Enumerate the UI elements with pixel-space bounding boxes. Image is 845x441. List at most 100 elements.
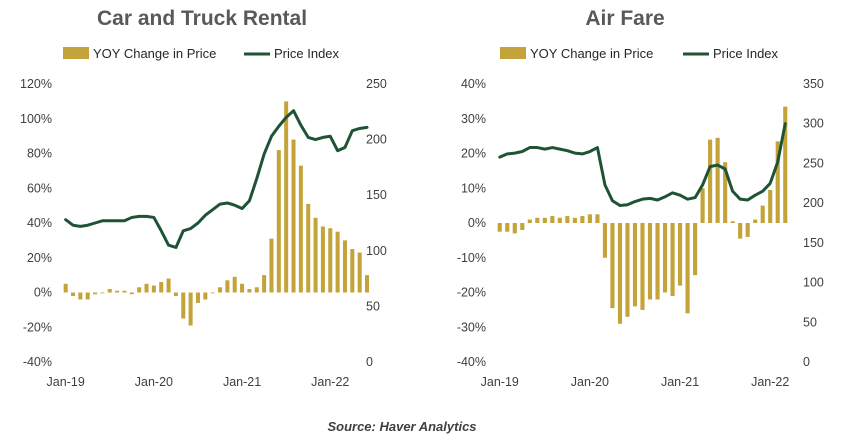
legend-bar-label: YOY Change in Price (530, 46, 653, 61)
bar-yoy-change (357, 252, 362, 293)
x-tick-label: Jan-21 (223, 375, 261, 389)
chart-car-truck-rental: Car and Truck Rental YOY Change in Price… (20, 7, 387, 389)
bar-yoy-change (262, 275, 267, 293)
bar-yoy-change (512, 223, 517, 234)
chart-title: Car and Truck Rental (97, 7, 307, 30)
bar-yoy-change (306, 203, 311, 293)
bar-yoy-change (328, 228, 333, 293)
x-tick-label: Jan-19 (481, 375, 519, 389)
bar-yoy-change (632, 223, 638, 307)
y-left-tick-label: -10% (457, 251, 486, 265)
y-left-tick-label: 60% (27, 181, 52, 195)
bar-yoy-change (291, 139, 296, 293)
y-left-tick-label: 40% (27, 216, 52, 230)
bar-yoy-change (298, 165, 303, 293)
bar-yoy-change (685, 223, 690, 314)
bar-yoy-change (71, 292, 76, 296)
y-left-tick-label: 10% (461, 181, 486, 195)
y-right-tick-label: 250 (366, 77, 387, 91)
bar-yoy-change (159, 282, 164, 293)
bar-yoy-change (662, 223, 668, 293)
y-left-tick-label: 120% (20, 77, 52, 91)
x-tick-label: Jan-22 (751, 375, 789, 389)
bar-yoy-change (587, 214, 592, 223)
bar-yoy-change (320, 226, 325, 293)
bar-yoy-change (595, 214, 600, 223)
bar-yoy-change (269, 238, 274, 293)
bar-yoy-change (254, 287, 259, 293)
plot-area: -40% -30% -20% -10% 0% 10% 20% 30% 40% 0 50 100 150 2… (457, 77, 824, 389)
y-left-tick-label: 100% (20, 112, 52, 126)
bar-yoy-change (365, 275, 370, 293)
bar-yoy-change (203, 292, 208, 300)
y-right-tick-label: 250 (803, 156, 824, 170)
y-right-tick-label: 200 (803, 196, 824, 210)
bar-yoy-change (247, 289, 252, 293)
bar-yoy-change (723, 162, 728, 223)
bar-yoy-change (783, 106, 788, 223)
y-right-tick-label: 50 (803, 315, 817, 329)
bar-yoy-change (550, 216, 555, 223)
bar-yoy-change (195, 292, 200, 303)
bar-yoy-change (284, 101, 289, 293)
bar-yoy-change (745, 223, 750, 237)
bar-yoy-change (753, 219, 758, 223)
y-right-tick-label: 0 (803, 355, 810, 369)
bar-yoy-change (276, 150, 281, 293)
bar-yoy-change (640, 223, 645, 310)
bar-yoy-change (173, 292, 178, 296)
y-left-tick-label: 0% (34, 286, 52, 300)
bar-yoy-change (572, 217, 577, 223)
y-right-tick-label: 100 (803, 276, 824, 290)
legend-line-label: Price Index (274, 46, 340, 61)
bar-yoy-change (107, 289, 112, 293)
x-tick-label: Jan-20 (571, 375, 609, 389)
bar-yoy-change (137, 287, 142, 293)
y-left-tick-label: 80% (27, 147, 52, 161)
bar-yoy-change (625, 223, 630, 317)
bar-yoy-change (350, 249, 355, 293)
bar-yoy-change (610, 223, 615, 309)
bar-yoy-change (85, 292, 90, 300)
bar-yoy-change (181, 292, 186, 319)
bar-yoy-change (655, 223, 660, 300)
y-right-tick-label: 200 (366, 133, 387, 147)
y-right-tick-label: 50 (366, 299, 380, 313)
bar-yoy-change (738, 223, 743, 239)
bar-yoy-change (240, 283, 245, 293)
bar-yoy-change (210, 292, 215, 294)
y-right-tick-label: 150 (803, 236, 824, 250)
bar-yoy-change (775, 141, 780, 223)
bar-yoy-change (760, 205, 765, 224)
y-left-tick-label: -40% (23, 355, 52, 369)
y-right-tick-label: 350 (803, 77, 824, 91)
bar-yoy-change (693, 223, 698, 276)
bar-yoy-change (218, 287, 223, 293)
bar-yoy-change (768, 189, 773, 223)
bar-yoy-change (730, 221, 735, 223)
legend-bar-label: YOY Change in Price (93, 46, 216, 61)
bar-yoy-change (542, 217, 547, 223)
y-left-tick-label: -20% (23, 320, 52, 334)
legend-bar-swatch (63, 47, 89, 59)
bar-yoy-change (678, 223, 683, 286)
bar-yoy-change (617, 223, 623, 324)
y-right-tick-label: 300 (803, 117, 824, 131)
bar-yoy-change (670, 223, 675, 296)
bar-yoy-change (100, 292, 105, 294)
y-left-tick-label: -40% (457, 355, 486, 369)
source-note: Source: Haver Analytics (327, 419, 476, 434)
y-left-tick-label: -20% (457, 286, 486, 300)
bar-yoy-change (715, 137, 720, 223)
y-right-tick-label: 0 (366, 355, 373, 369)
bar-yoy-change (129, 292, 134, 295)
bar-yoy-change (335, 231, 340, 293)
bar-yoy-change (565, 216, 570, 223)
x-tick-label: Jan-21 (661, 375, 699, 389)
bar-yoy-change (63, 283, 68, 293)
bar-yoy-change (78, 292, 83, 300)
bar-yoy-change (700, 188, 705, 223)
y-left-tick-label: -30% (457, 320, 486, 334)
line-price-index (498, 122, 787, 208)
